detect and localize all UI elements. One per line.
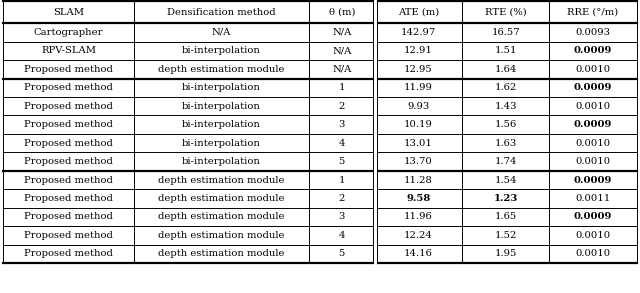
Text: depth estimation module: depth estimation module — [159, 231, 285, 240]
Text: 5: 5 — [339, 157, 345, 166]
Text: Densification method: Densification method — [167, 8, 276, 17]
Text: N/A: N/A — [332, 46, 351, 55]
Text: 1.62: 1.62 — [495, 83, 517, 92]
Text: 0.0009: 0.0009 — [574, 83, 612, 92]
Text: 9.58: 9.58 — [406, 194, 431, 203]
Text: 0.0093: 0.0093 — [575, 28, 611, 37]
Text: 11.99: 11.99 — [404, 83, 433, 92]
Text: 3: 3 — [339, 212, 345, 222]
Text: bi-interpolation: bi-interpolation — [182, 46, 261, 55]
Text: 0.0009: 0.0009 — [574, 120, 612, 129]
Text: 4: 4 — [339, 231, 345, 240]
Text: bi-interpolation: bi-interpolation — [182, 83, 261, 92]
Text: bi-interpolation: bi-interpolation — [182, 102, 261, 111]
Text: N/A: N/A — [332, 28, 351, 37]
Text: 5: 5 — [339, 249, 345, 258]
Text: Cartographer: Cartographer — [34, 28, 104, 37]
Text: bi-interpolation: bi-interpolation — [182, 120, 261, 129]
Text: 12.24: 12.24 — [404, 231, 433, 240]
Text: 1.64: 1.64 — [495, 65, 517, 74]
Text: 1.51: 1.51 — [495, 46, 517, 55]
Text: depth estimation module: depth estimation module — [159, 194, 285, 203]
Text: 1: 1 — [339, 83, 345, 92]
Text: 0.0010: 0.0010 — [575, 231, 611, 240]
Text: 10.19: 10.19 — [404, 120, 433, 129]
Text: N/A: N/A — [212, 28, 231, 37]
Text: depth estimation module: depth estimation module — [159, 65, 285, 74]
Text: 1.74: 1.74 — [495, 157, 517, 166]
Text: Proposed method: Proposed method — [24, 176, 113, 185]
Text: 1.63: 1.63 — [495, 139, 517, 148]
Text: bi-interpolation: bi-interpolation — [182, 139, 261, 148]
Text: 1.52: 1.52 — [495, 231, 517, 240]
Text: 16.57: 16.57 — [492, 28, 520, 37]
Text: 4: 4 — [339, 139, 345, 148]
Text: Proposed method: Proposed method — [24, 231, 113, 240]
Text: 13.70: 13.70 — [404, 157, 433, 166]
Text: 2: 2 — [339, 102, 345, 111]
Text: 1.54: 1.54 — [495, 176, 517, 185]
Text: Proposed method: Proposed method — [24, 120, 113, 129]
Text: 1.95: 1.95 — [495, 249, 517, 258]
Text: 14.16: 14.16 — [404, 249, 433, 258]
Text: 2: 2 — [339, 194, 345, 203]
Text: 1.23: 1.23 — [493, 194, 518, 203]
Text: 142.97: 142.97 — [401, 28, 436, 37]
Text: Proposed method: Proposed method — [24, 194, 113, 203]
Text: Proposed method: Proposed method — [24, 139, 113, 148]
Text: SLAM: SLAM — [53, 8, 84, 17]
Text: bi-interpolation: bi-interpolation — [182, 157, 261, 166]
Text: depth estimation module: depth estimation module — [159, 176, 285, 185]
Text: 1.56: 1.56 — [495, 120, 517, 129]
Text: ATE (m): ATE (m) — [397, 8, 439, 17]
Text: depth estimation module: depth estimation module — [159, 212, 285, 222]
Text: 1.65: 1.65 — [495, 212, 517, 222]
Text: 3: 3 — [339, 120, 345, 129]
Text: depth estimation module: depth estimation module — [159, 249, 285, 258]
Text: Proposed method: Proposed method — [24, 102, 113, 111]
Text: 0.0011: 0.0011 — [575, 194, 611, 203]
Text: θ (m): θ (m) — [328, 8, 355, 17]
Text: 12.91: 12.91 — [404, 46, 433, 55]
Text: Proposed method: Proposed method — [24, 65, 113, 74]
Text: 1.43: 1.43 — [495, 102, 517, 111]
Text: 0.0010: 0.0010 — [575, 157, 611, 166]
Text: 0.0010: 0.0010 — [575, 102, 611, 111]
Text: 12.95: 12.95 — [404, 65, 433, 74]
Text: RPV-SLAM: RPV-SLAM — [41, 46, 96, 55]
Text: 0.0010: 0.0010 — [575, 65, 611, 74]
Text: 0.0009: 0.0009 — [574, 46, 612, 55]
Text: RRE (°/m): RRE (°/m) — [568, 8, 619, 17]
Text: 0.0009: 0.0009 — [574, 176, 612, 185]
Text: Proposed method: Proposed method — [24, 212, 113, 222]
Text: 13.01: 13.01 — [404, 139, 433, 148]
Text: Proposed method: Proposed method — [24, 249, 113, 258]
Text: 0.0009: 0.0009 — [574, 212, 612, 222]
Text: Proposed method: Proposed method — [24, 83, 113, 92]
Text: 0.0010: 0.0010 — [575, 249, 611, 258]
Text: 11.28: 11.28 — [404, 176, 433, 185]
Text: 11.96: 11.96 — [404, 212, 433, 222]
Text: 9.93: 9.93 — [407, 102, 429, 111]
Text: RTE (%): RTE (%) — [485, 8, 527, 17]
Text: Proposed method: Proposed method — [24, 157, 113, 166]
Text: 1: 1 — [339, 176, 345, 185]
Text: N/A: N/A — [332, 65, 351, 74]
Text: 0.0010: 0.0010 — [575, 139, 611, 148]
